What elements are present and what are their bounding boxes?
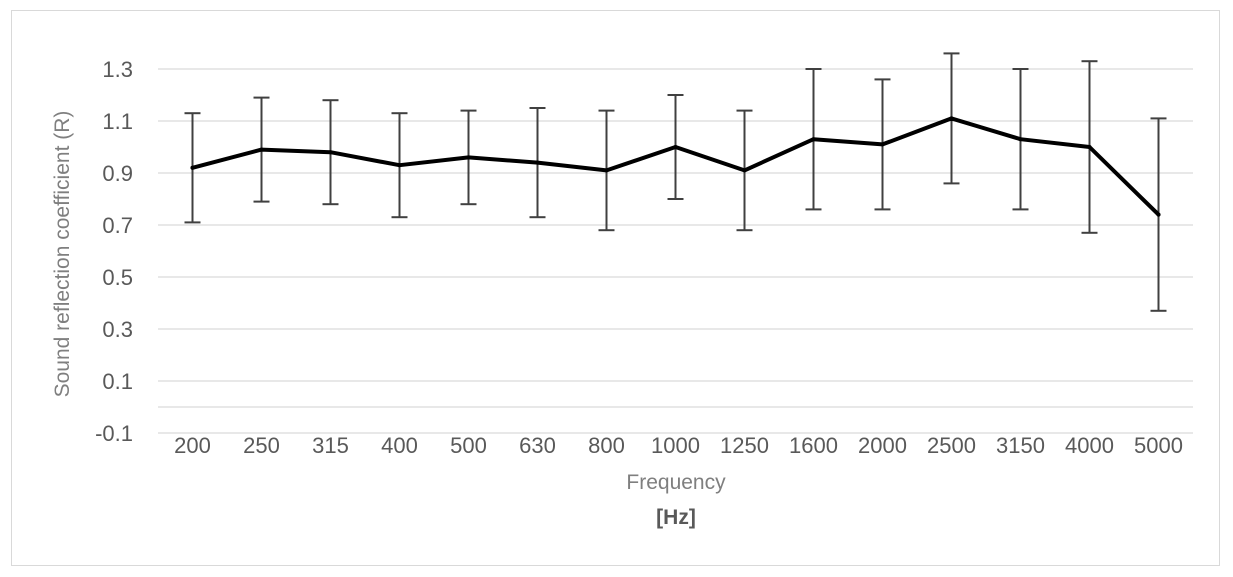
- data-point: [1087, 145, 1092, 149]
- x-tick-label: 1250: [720, 433, 769, 458]
- data-point: [811, 137, 816, 142]
- x-tick-label: 315: [312, 433, 349, 458]
- data-point: [190, 165, 195, 170]
- data-point: [259, 147, 264, 152]
- x-tick-label: 800: [588, 433, 625, 458]
- data-point: [328, 150, 333, 155]
- x-tick-label: 200: [174, 433, 211, 458]
- x-tick-label: 500: [450, 433, 487, 458]
- data-point: [604, 168, 609, 173]
- y-tick-label: 1.1: [102, 109, 133, 134]
- data-point: [1018, 137, 1023, 142]
- x-tick-label: 1000: [651, 433, 700, 458]
- y-tick-label: 0.5: [102, 265, 133, 290]
- data-point: [673, 145, 678, 149]
- y-tick-label: 0.3: [102, 317, 133, 342]
- x-tick-label: 2000: [858, 433, 907, 458]
- data-point: [742, 168, 747, 173]
- data-series: [190, 116, 1161, 217]
- x-axis-unit: [Hz]: [656, 506, 696, 529]
- y-tick-label: 0.9: [102, 161, 133, 186]
- x-tick-label: 5000: [1134, 433, 1183, 458]
- data-point: [1156, 212, 1161, 217]
- data-point: [397, 163, 402, 168]
- data-point: [535, 160, 540, 165]
- x-tick-label: 4000: [1065, 433, 1114, 458]
- y-axis-tick-labels: 1.3 1.1 0.9 0.7 0.5 0.3 0.1 -0.1: [95, 57, 133, 446]
- x-tick-label: 250: [243, 433, 280, 458]
- y-tick-label: 1.3: [102, 57, 133, 82]
- data-point: [949, 116, 954, 121]
- data-point: [880, 142, 885, 147]
- y-tick-label: 0.7: [102, 213, 133, 238]
- x-axis-title: Frequency: [626, 471, 726, 494]
- x-tick-label: 3150: [996, 433, 1045, 458]
- chart-frame: [11, 10, 1220, 566]
- x-tick-label: 630: [519, 433, 556, 458]
- y-tick-label: 0.1: [102, 369, 133, 394]
- error-bars: [184, 52, 1167, 312]
- y-tick-label: -0.1: [95, 421, 133, 446]
- data-point: [466, 155, 471, 160]
- x-axis-tick-labels: 200 250 315 400 500 630 800 1000 1250 1600 2000 250…: [174, 433, 1183, 458]
- y-axis-title: Sound reflection coefficient (R): [51, 111, 74, 398]
- x-tick-label: 2500: [927, 433, 976, 458]
- x-tick-label: 1600: [789, 433, 838, 458]
- x-tick-label: 400: [381, 433, 418, 458]
